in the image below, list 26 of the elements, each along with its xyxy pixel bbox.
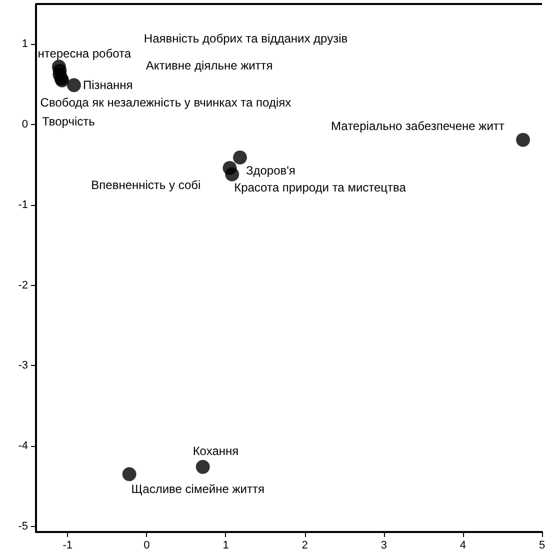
data-label: Кохання (192, 444, 239, 458)
data-label: Творчість (42, 114, 95, 128)
y-tick-label: 1 (22, 38, 28, 50)
x-tick-label: 1 (222, 540, 229, 552)
x-tick-label: 0 (144, 540, 150, 552)
x-tick-label: 2 (302, 540, 308, 552)
x-tick-label: 4 (460, 540, 466, 552)
annotation: Активне діяльне життя (146, 58, 273, 73)
y-tick-label: -5 (18, 520, 28, 532)
data-label: Здоров'я (246, 164, 296, 178)
x-tick-label: 5 (538, 540, 546, 552)
annotation: Наявність добрих та відданих друзів (144, 32, 348, 46)
data-label: Впевненність у собі (91, 178, 201, 192)
y-tick-label: -4 (18, 440, 28, 452)
data-label: Пізнання (82, 78, 133, 92)
y-tick-label: -3 (18, 360, 28, 372)
data-label: Матеріально забезпечене житт (331, 118, 505, 133)
data-label: Свобода як незалежність у вчинках та подіях (40, 96, 292, 110)
x-tick-label: -1 (62, 540, 73, 552)
data-label: Красота природи та мистецтва (234, 180, 406, 194)
y-tick-label: -1 (18, 198, 28, 211)
x-tick-label: 3 (380, 540, 387, 552)
data-label: Щасливе сімейне життя (131, 482, 264, 496)
y-tick-label: -2 (18, 279, 28, 292)
y-tick-label: 0 (22, 118, 28, 131)
data-label: нтересна робота (38, 46, 132, 61)
